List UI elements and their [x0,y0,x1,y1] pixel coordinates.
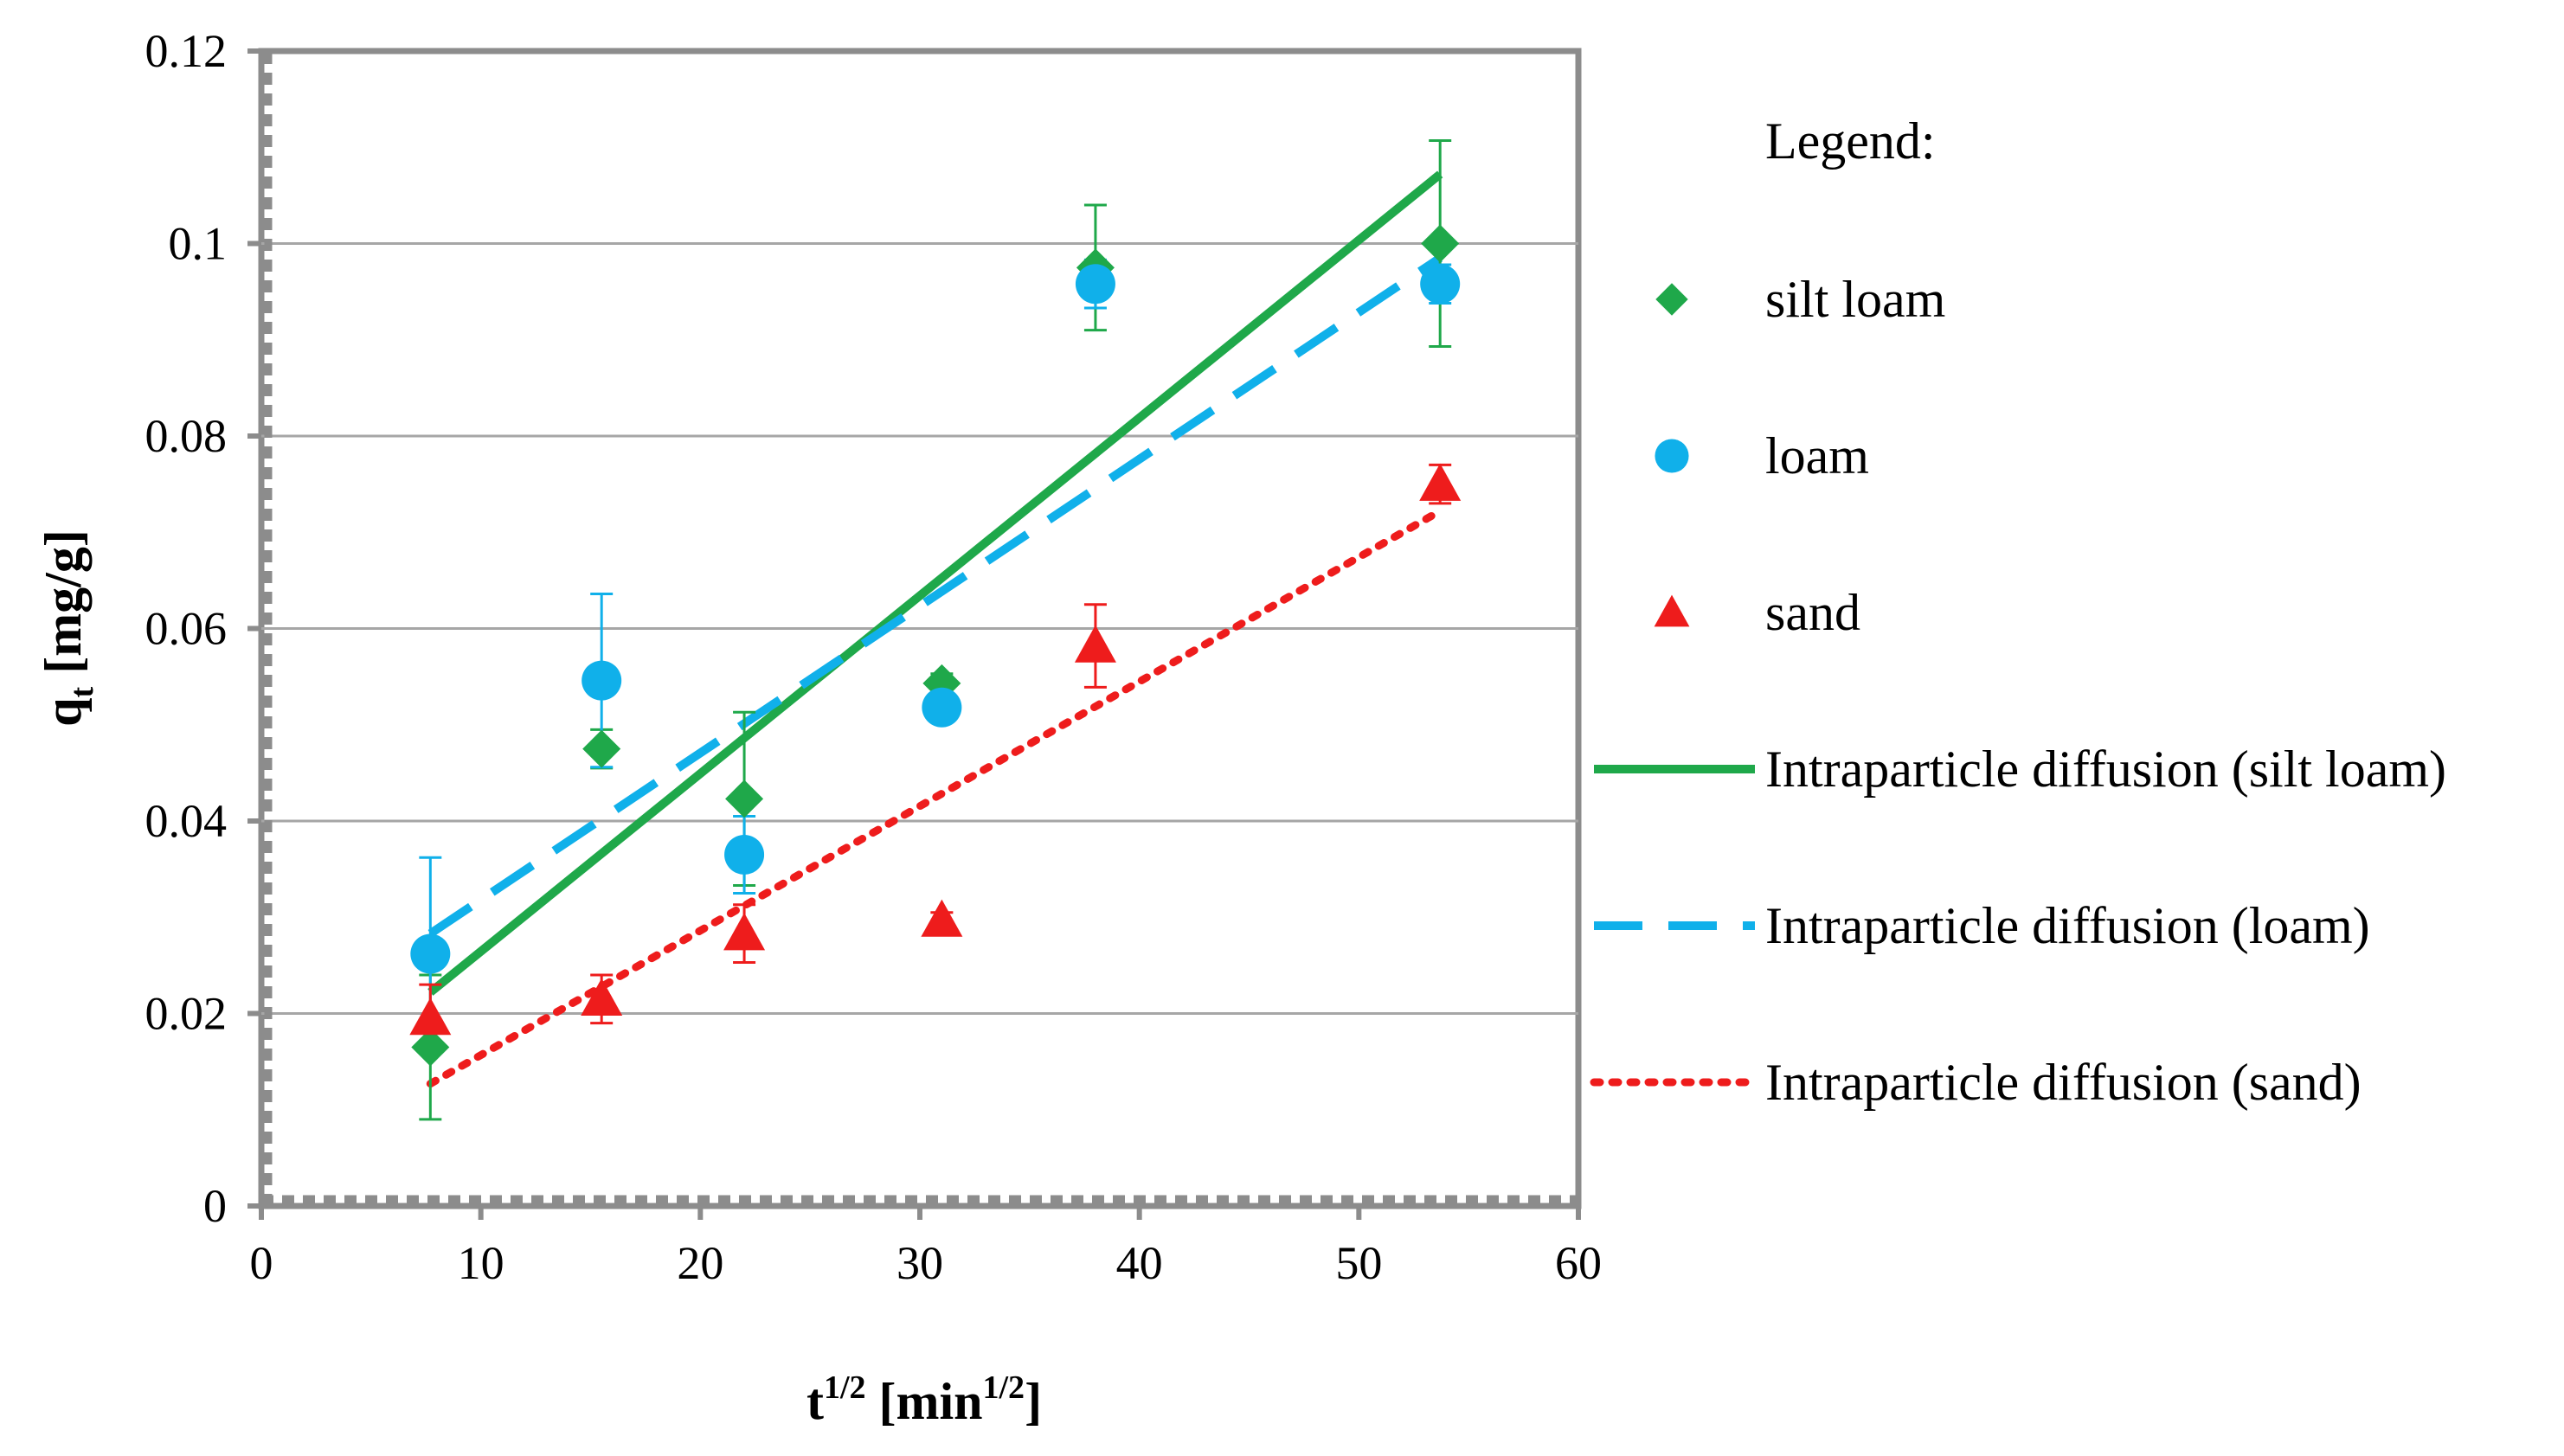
legend: Legend: silt loam loam sand Intraparticle d… [1590,112,2446,1111]
data-point-loam [724,834,765,875]
legend-items: silt loam loam sand Intraparticle diffusion… [1590,271,2446,1111]
x-axis-ticks: 0 10 20 30 40 50 60 [250,1206,1602,1289]
legend-item-loam: loam [1655,427,1869,484]
data-point-silt-loam [582,729,621,768]
legend-symbol-silt-loam [1655,283,1688,316]
y-tick-label: 0.1 [169,218,228,270]
x-axis-title-base: t [806,1373,824,1430]
data-point-sand [581,978,623,1017]
data-point-sand [1419,463,1462,501]
legend-symbol-loam [1655,439,1689,473]
legend-item-intraparticle-diffusion-silt-loam: Intraparticle diffusion (silt loam) [1594,741,2446,798]
y-tick-label: 0.08 [145,410,228,462]
y-axis-title-base: q [35,697,92,726]
data-point-loam [1420,264,1461,305]
x-axis-title-unit-close: ] [1025,1373,1042,1430]
fit-line-intraparticle-diffusion-sand [426,507,1444,1088]
y-tick-label: 0.04 [145,795,228,847]
data-point-loam [922,687,962,728]
legend-label: sand [1765,584,1860,641]
data-point-silt-loam [725,779,764,818]
x-tick-label: 60 [1555,1237,1602,1289]
data-point-silt-loam [1421,224,1460,263]
fit-lines [426,170,1444,1088]
data-point-loam [582,660,622,701]
legend-label: Intraparticle diffusion (loam) [1765,897,2370,954]
data-point-loam [1075,264,1115,305]
data-point-sand [921,899,963,937]
x-axis-title-unit-open: [min [866,1373,983,1430]
y-tick-label: 0 [203,1180,227,1232]
legend-item-intraparticle-diffusion-sand: Intraparticle diffusion (sand) [1590,1054,2362,1111]
fit-line-intraparticle-diffusion-silt-loam [427,170,1443,996]
data-point-sand [723,913,766,951]
y-axis-title: qt [mg/g] [35,529,100,727]
x-axis-title-sup: 1/2 [824,1369,866,1406]
y-axis-title-unit: [mg/g] [35,529,92,687]
legend-item-intraparticle-diffusion-loam: Intraparticle diffusion (loam) [1594,897,2370,954]
data-point-sand [1074,625,1116,663]
legend-symbol-sand [1654,594,1690,627]
x-tick-label: 20 [677,1237,723,1289]
x-tick-label: 50 [1335,1237,1382,1289]
legend-title: Legend: [1765,112,1936,170]
legend-label: Intraparticle diffusion (silt loam) [1765,741,2446,798]
x-axis-title-unit-sup: 1/2 [983,1369,1025,1406]
y-axis-ticks: 0 0.02 0.04 0.06 0.08 0.1 0.12 [145,25,261,1232]
legend-item-sand: sand [1654,584,1860,641]
x-axis-title: t1/2 [min1/2] [806,1369,1042,1430]
y-tick-label: 0.12 [145,25,228,77]
data-point-silt-loam [411,1028,450,1067]
legend-label: Intraparticle diffusion (sand) [1765,1054,2362,1111]
data-point-loam [410,933,451,974]
x-tick-label: 0 [250,1237,273,1289]
y-tick-label: 0.06 [145,603,228,655]
x-tick-label: 30 [896,1237,943,1289]
y-tick-label: 0.02 [145,988,228,1040]
legend-label: loam [1765,427,1869,484]
fit-line-intraparticle-diffusion-loam [427,254,1443,938]
y-axis-title-sub: t [64,686,100,697]
x-tick-label: 40 [1116,1237,1163,1289]
data-markers [409,224,1462,1067]
data-point-sand [409,997,452,1036]
x-tick-label: 10 [458,1237,504,1289]
legend-item-silt-loam: silt loam [1655,271,1945,328]
legend-label: silt loam [1765,271,1945,328]
